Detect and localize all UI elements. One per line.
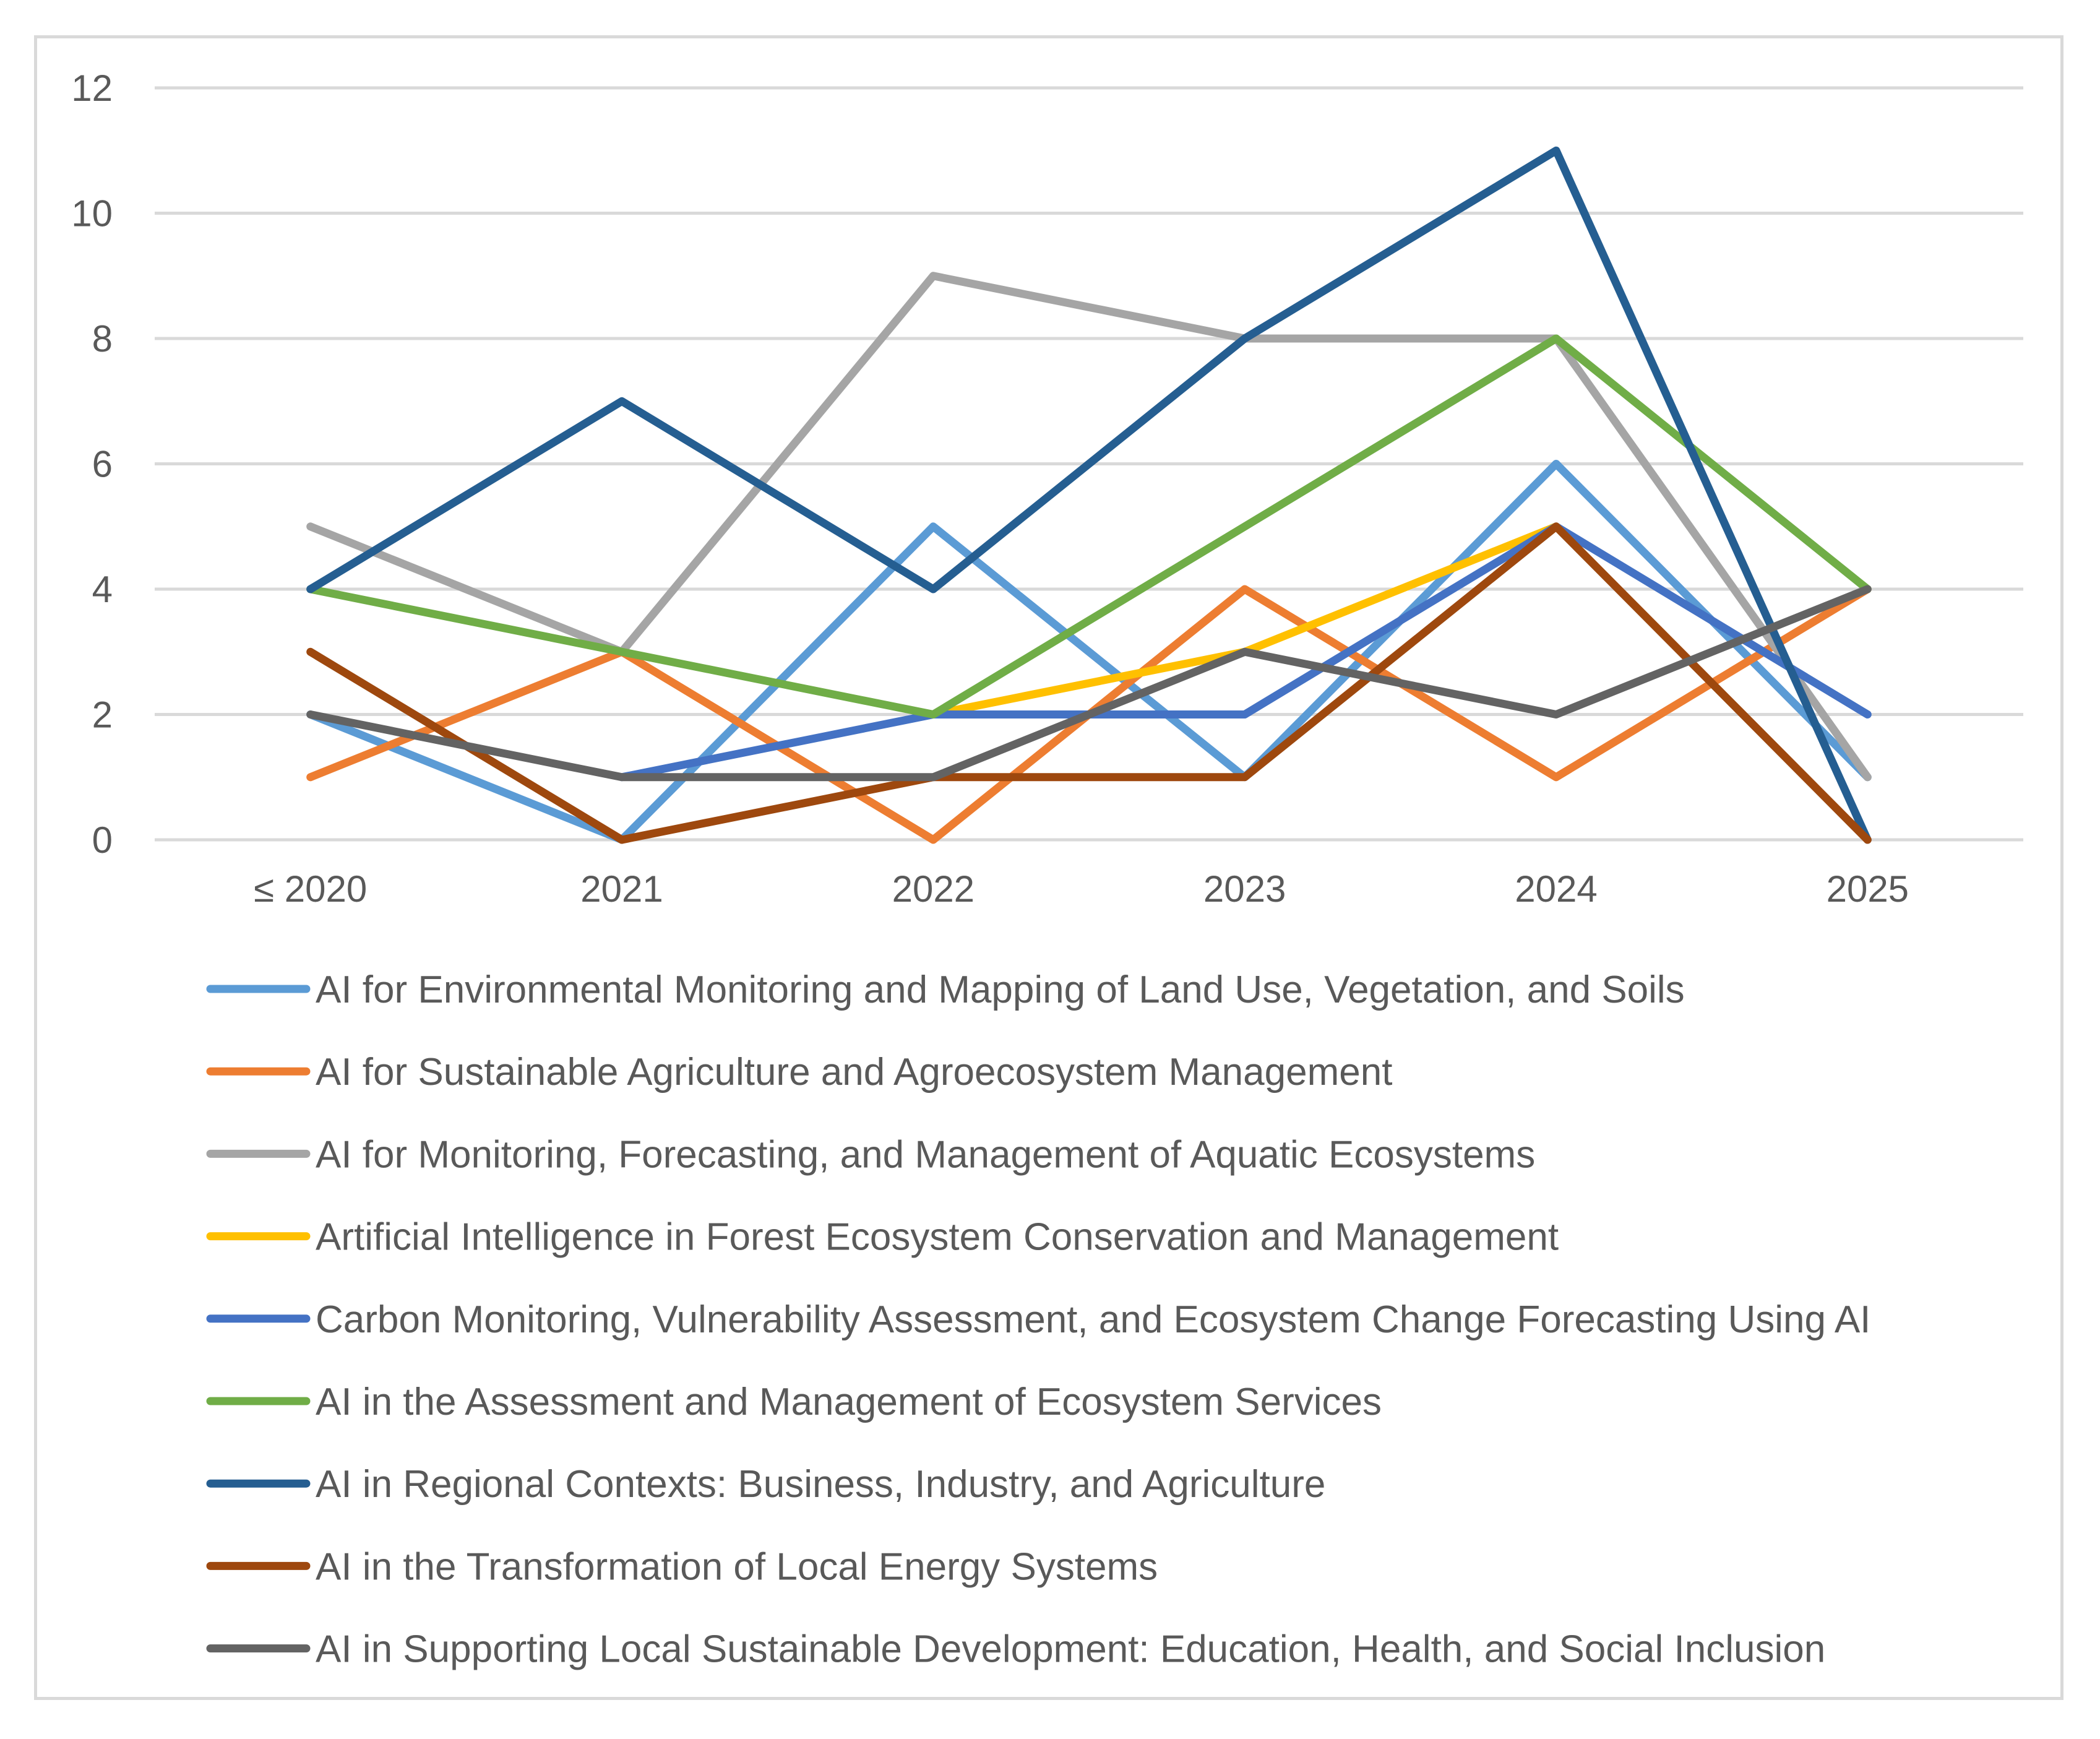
y-tick-label: 10 <box>71 193 113 235</box>
series-line-7 <box>306 146 1872 844</box>
y-tick-label: 0 <box>92 819 113 861</box>
series-line-8 <box>306 522 1872 844</box>
series-line-3 <box>306 272 1872 782</box>
legend-item: AI in the Transformation of Local Energy… <box>206 1545 1158 1588</box>
x-tick-label: 2025 <box>1827 868 1909 910</box>
legend-label: AI in Regional Contexts: Business, Indus… <box>316 1463 1325 1506</box>
legend-label: AI in Supporting Local Sustainable Devel… <box>316 1628 1825 1671</box>
x-tick-label: 2024 <box>1515 868 1597 910</box>
y-axis-ticks: 0 2 4 6 8 10 12 <box>71 67 113 861</box>
legend-item: AI in the Assessment and Management of E… <box>206 1381 1382 1423</box>
y-tick-label: 8 <box>92 318 113 360</box>
x-axis-ticks: ≤ 2020 2021 2022 2023 2024 2025 <box>254 868 1909 910</box>
legend-label: AI for Sustainable Agriculture and Agroe… <box>316 1051 1392 1094</box>
legend-item: Carbon Monitoring, Vulnerability Assessm… <box>206 1298 1870 1341</box>
series-line-9 <box>306 585 1872 782</box>
legend-item: AI for Monitoring, Forecasting, and Mana… <box>206 1133 1535 1176</box>
x-tick-label: ≤ 2020 <box>254 868 367 910</box>
series-line-5 <box>618 522 1872 782</box>
legend-label: Artificial Intelligence in Forest Ecosys… <box>316 1216 1559 1259</box>
legend: AI for Environmental Monitoring and Mapp… <box>206 969 1870 1671</box>
series-line-6 <box>306 334 1872 718</box>
legend-item: AI in Regional Contexts: Business, Indus… <box>206 1463 1325 1506</box>
y-tick-label: 12 <box>71 67 113 109</box>
chart-frame: 0 2 4 6 8 10 12 ≤ 2020 2021 2022 2023 2024 2025 AI … <box>34 35 2063 1700</box>
x-tick-label: 2023 <box>1203 868 1286 910</box>
legend-label: AI for Monitoring, Forecasting, and Mana… <box>316 1133 1535 1176</box>
y-tick-label: 6 <box>92 444 113 485</box>
line-chart: 0 2 4 6 8 10 12 ≤ 2020 2021 2022 2023 2024 2025 AI … <box>71 67 2023 1671</box>
series-lines <box>306 146 1872 844</box>
y-tick-label: 4 <box>92 569 113 610</box>
legend-item: AI in Supporting Local Sustainable Devel… <box>206 1628 1825 1671</box>
legend-label: AI in the Assessment and Management of E… <box>316 1381 1382 1423</box>
legend-label: AI in the Transformation of Local Energy… <box>316 1545 1158 1588</box>
legend-item: Artificial Intelligence in Forest Ecosys… <box>206 1216 1559 1259</box>
legend-label: Carbon Monitoring, Vulnerability Assessm… <box>316 1298 1870 1341</box>
x-tick-label: 2021 <box>580 868 663 910</box>
legend-item: AI for Environmental Monitoring and Mapp… <box>206 969 1685 1011</box>
legend-label: AI for Environmental Monitoring and Mapp… <box>316 969 1685 1011</box>
y-tick-label: 2 <box>92 694 113 736</box>
x-tick-label: 2022 <box>892 868 975 910</box>
series-line-1 <box>306 460 1872 844</box>
legend-item: AI for Sustainable Agriculture and Agroe… <box>206 1051 1392 1094</box>
